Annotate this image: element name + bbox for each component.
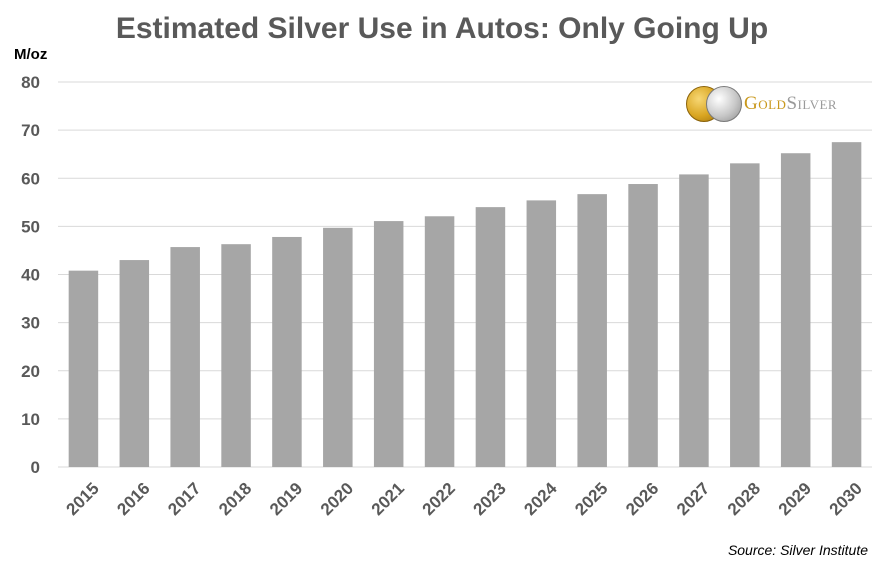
bar-2025 <box>577 194 607 467</box>
y-tick-label: 50 <box>21 217 40 236</box>
bar-2023 <box>475 207 506 467</box>
bar-2027 <box>679 174 709 467</box>
x-tick-label: 2025 <box>571 479 611 519</box>
bar-2016 <box>119 260 150 467</box>
x-tick-label: 2015 <box>63 479 103 519</box>
chart-title: Estimated Silver Use in Autos: Only Goin… <box>115 12 769 45</box>
logo-text-silver: Silver <box>786 93 838 114</box>
bar-2029 <box>780 153 811 467</box>
y-tick-label: 80 <box>21 73 40 92</box>
x-tick-label: 2028 <box>724 479 764 519</box>
x-tick-label: 2026 <box>622 479 662 519</box>
bar-2021 <box>373 221 404 467</box>
x-tick-label: 2029 <box>775 479 815 519</box>
y-tick-label: 20 <box>21 362 40 381</box>
bar-2019 <box>272 236 302 467</box>
bar-2020 <box>323 227 353 467</box>
goldsilver-logo: GoldSilver <box>686 86 837 122</box>
bar-2030 <box>831 142 862 467</box>
bar-2028 <box>730 163 760 468</box>
y-tick-label: 40 <box>21 266 40 285</box>
x-tick-label: 2027 <box>673 479 713 519</box>
y-axis-label: M/oz <box>14 46 47 63</box>
bars <box>68 142 862 468</box>
silver-coin-icon <box>706 86 742 122</box>
source-note: Source: Silver Institute <box>727 542 868 558</box>
y-tick-label: 0 <box>31 458 40 477</box>
x-tick-label: 2030 <box>826 479 866 519</box>
x-tick-label: 2021 <box>368 479 408 519</box>
x-tick-label: 2016 <box>113 479 153 519</box>
x-tick-label: 2022 <box>419 479 459 519</box>
y-tick-label: 70 <box>21 121 40 140</box>
x-axis-ticks: 2015 2016 2017 2018 2019 2020 2021 2022 2023 2024… <box>63 478 866 519</box>
logo-wordmark: GoldSilver <box>744 93 837 115</box>
x-tick-label: 2019 <box>266 479 306 519</box>
x-tick-label: 2018 <box>215 479 255 519</box>
bar-2022 <box>424 216 455 467</box>
y-tick-label: 60 <box>21 169 40 188</box>
coins-icon <box>686 86 742 122</box>
bar-2024 <box>526 200 557 467</box>
bar-2017 <box>170 247 200 467</box>
x-tick-label: 2017 <box>164 479 204 519</box>
logo-text-gold: Gold <box>744 93 787 114</box>
x-tick-label: 2024 <box>520 478 561 519</box>
x-tick-label: 2020 <box>317 479 357 519</box>
bar-2018 <box>221 244 251 467</box>
y-tick-label: 10 <box>21 410 40 429</box>
x-tick-label: 2023 <box>470 479 510 519</box>
y-tick-label: 30 <box>21 314 40 333</box>
bar-2026 <box>628 184 658 467</box>
bar-2015 <box>68 270 99 467</box>
y-axis-ticks: 0 10 20 30 40 50 60 70 80 <box>21 73 40 477</box>
